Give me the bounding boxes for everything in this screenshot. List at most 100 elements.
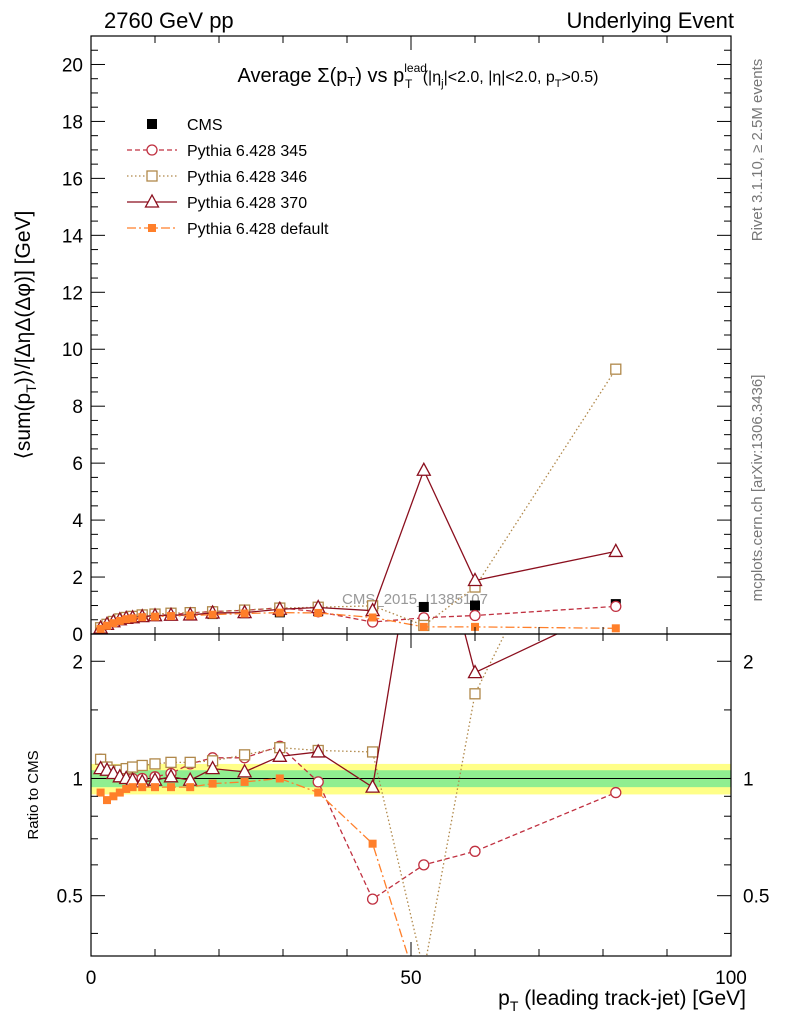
ratio-point	[314, 788, 323, 797]
x-tick-label: 100	[715, 968, 747, 989]
x-tick-label: 0	[86, 968, 97, 989]
ratio-point	[272, 747, 288, 762]
y-tick-label: 16	[62, 169, 83, 190]
data-point	[96, 624, 105, 633]
x-tick-label: 50	[400, 968, 421, 989]
y-tick-label: 10	[62, 340, 83, 361]
ratio-point	[149, 758, 161, 770]
data-point	[103, 621, 111, 630]
legend-label: Pythia 6.428 345	[187, 143, 307, 160]
ratio-point	[467, 664, 483, 679]
legend-label: CMS	[187, 117, 223, 134]
rivet-label: Rivet 3.1.10, ≥ 2.5M events	[749, 59, 766, 242]
ratio-panel: 0.5 0.5 1 1 2 2 0 50 100	[57, 633, 769, 989]
ratio-point	[128, 783, 137, 792]
ratio-ticks: 0.5 0.5 1 1 2 2 0 50 100	[57, 634, 769, 989]
ratio-point	[275, 774, 284, 783]
series-line-ratio	[100, 634, 506, 956]
y-tick-label: 0	[72, 625, 83, 646]
y-tick-label: 4	[72, 511, 83, 532]
ratio-band-layer	[91, 763, 731, 795]
data-point	[240, 609, 249, 618]
y-tick-label: 8	[72, 397, 83, 418]
y-tick-label: 20	[62, 55, 83, 76]
y-tick-label: 6	[72, 454, 83, 475]
legend-marker	[144, 193, 160, 208]
ratio-point	[240, 777, 249, 786]
ratio-point	[103, 796, 111, 805]
data-point	[138, 613, 147, 622]
ratio-point	[312, 776, 324, 788]
header-right: Underlying Event	[566, 8, 734, 33]
series-line-ratio	[100, 745, 617, 901]
ratio-point	[366, 893, 379, 905]
legend-marker	[147, 119, 157, 129]
data-point	[115, 616, 124, 625]
data-point	[467, 572, 483, 587]
ratio-tick-label-left: 1	[72, 769, 83, 790]
ratio-tick-label-right: 0.5	[743, 887, 769, 908]
main-ticks: 0 2 4 6 8 10 12 14 16 18 20	[62, 36, 732, 646]
chart-title: Average Σ(pT) vs plead T (|ηj|<2.0, |η|<2…	[238, 61, 599, 91]
data-point	[608, 543, 624, 558]
data-point	[469, 609, 481, 622]
data-point	[610, 363, 622, 375]
y-tick-label: 12	[62, 283, 83, 304]
ratio-point	[610, 786, 622, 799]
ratio-point	[208, 779, 217, 788]
ratio-point	[122, 784, 131, 793]
y-tick-label: 18	[62, 112, 83, 133]
ratio-point	[184, 756, 196, 769]
ratio-tick-label-left: 0.5	[57, 887, 83, 908]
data-point	[470, 600, 480, 611]
ratio-point	[151, 783, 159, 792]
data-point	[368, 613, 377, 622]
y-tick-label: 2	[72, 568, 83, 589]
watermark: CMS_2015_I1385107	[342, 591, 488, 608]
ratio-point	[138, 783, 147, 792]
data-point	[416, 461, 432, 476]
ratio-tick-label-right: 1	[743, 769, 754, 790]
ratio-point	[469, 845, 481, 857]
ratio-point	[109, 792, 118, 801]
ratio-point	[186, 783, 195, 792]
legend-label: Pythia 6.428 default	[187, 221, 329, 238]
data-point	[275, 608, 284, 617]
ratio-point	[365, 778, 381, 793]
ratio-point	[469, 688, 481, 700]
legend-label: Pythia 6.428 370	[187, 195, 307, 212]
y-tick-label: 14	[62, 226, 84, 247]
ratio-point	[418, 859, 430, 871]
data-point	[471, 622, 479, 631]
ratio-series-layer	[93, 634, 622, 956]
legend-marker	[146, 144, 158, 156]
y-axis-label: ⟨sum(pT)⟩/[ΔηΔ(Δφ)] [GeV]	[12, 211, 39, 460]
ratio-point	[165, 756, 177, 769]
ratio-point	[115, 788, 124, 797]
ratio-point	[237, 763, 253, 778]
data-point	[611, 624, 620, 633]
data-point	[151, 612, 159, 621]
legend-label: Pythia 6.428 346	[187, 169, 307, 186]
data-point	[186, 611, 195, 620]
legend-marker	[146, 170, 158, 182]
main-series-layer	[93, 363, 624, 634]
data-point	[418, 601, 429, 612]
legend-marker	[148, 224, 156, 232]
ratio-point	[238, 749, 251, 761]
ratio-point	[368, 839, 377, 848]
data-point	[122, 615, 131, 624]
data-point	[419, 622, 428, 631]
header-left: 2760 GeV pp	[104, 8, 234, 33]
ratio-point	[167, 783, 175, 792]
ratio-point	[126, 761, 139, 773]
data-point	[109, 619, 118, 628]
data-point	[128, 614, 137, 623]
data-point	[610, 600, 622, 613]
ratio-tick-label-left: 2	[72, 652, 83, 673]
mcplots-label: mcplots.cern.ch [arXiv:1306.3436]	[749, 375, 766, 602]
ratio-tick-label-right: 2	[743, 652, 754, 673]
data-point	[167, 612, 175, 621]
